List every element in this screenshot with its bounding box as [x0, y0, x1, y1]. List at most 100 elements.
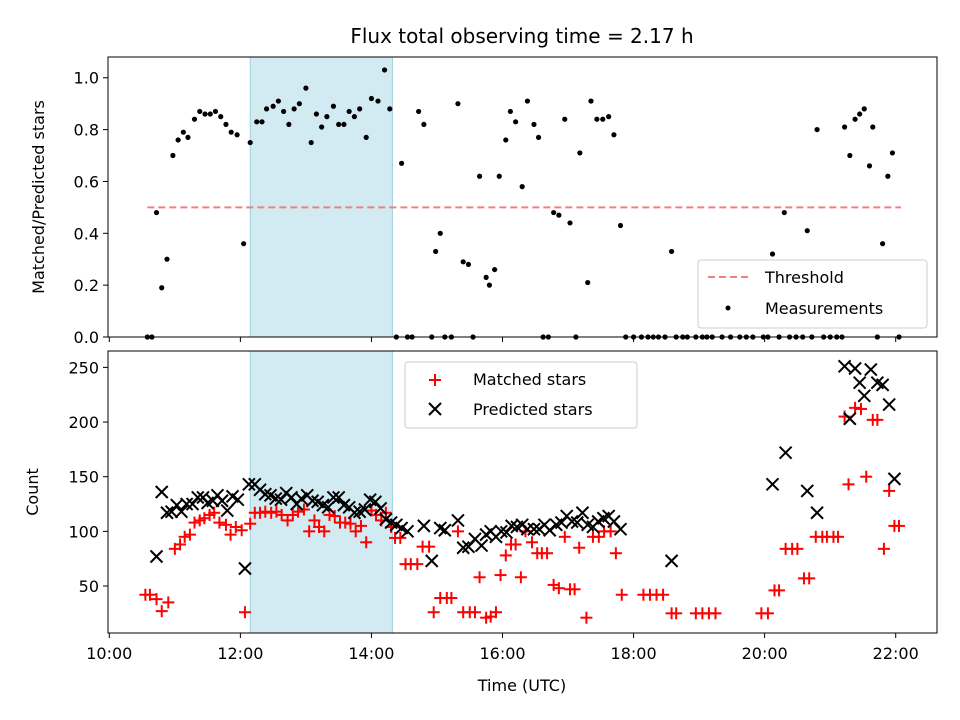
bottom-panel: 50 100 150 200 250 10:00 12:00 14:00 16:00 18:00… — [23, 350, 938, 663]
data-point — [460, 259, 466, 265]
data-point — [773, 584, 786, 597]
data-point — [709, 607, 722, 620]
data-point — [519, 184, 525, 190]
data-point — [562, 116, 568, 122]
data-point — [292, 505, 305, 518]
data-point — [494, 569, 507, 582]
data-point — [575, 506, 590, 520]
legend-measurements-label: Measurements — [765, 299, 883, 318]
series-predicted-stars — [149, 359, 902, 576]
data-point — [503, 137, 509, 143]
legend-predicted-label: Predicted stars — [473, 400, 593, 419]
data-point — [585, 279, 591, 286]
data-point — [761, 607, 774, 620]
data-point — [344, 517, 357, 530]
data-point — [208, 506, 221, 519]
data-point — [556, 212, 562, 218]
data-point — [885, 173, 891, 179]
data-point — [567, 220, 573, 226]
data-point — [668, 248, 675, 255]
data-point — [303, 525, 316, 538]
data-point — [235, 524, 248, 537]
data-point — [611, 132, 617, 138]
data-point — [363, 134, 369, 140]
data-point — [814, 126, 820, 133]
data-point — [244, 517, 257, 530]
data-point — [360, 536, 373, 549]
top-panel: 0.0 0.2 0.4 0.6 0.8 1.0 Matched/Predicted sta… — [29, 56, 938, 347]
series-matched-stars — [139, 401, 905, 624]
data-point — [883, 484, 896, 497]
data-point — [781, 209, 787, 216]
data-point — [162, 596, 175, 609]
data-point — [451, 513, 465, 528]
data-point — [496, 173, 502, 179]
data-point — [465, 261, 472, 268]
data-point — [857, 111, 863, 117]
data-point — [499, 549, 512, 562]
data-point — [143, 588, 156, 601]
data-point — [150, 593, 163, 606]
data-point — [474, 538, 489, 553]
data-point — [535, 134, 542, 140]
data-point — [423, 540, 436, 553]
data-point — [860, 470, 873, 483]
data-point — [207, 111, 213, 117]
data-point — [164, 256, 170, 262]
x-tick-label: 16:00 — [479, 644, 525, 663]
top-panel-ylabel: Matched/Predicted stars — [29, 100, 48, 294]
data-point — [541, 547, 554, 560]
data-point — [604, 525, 617, 538]
data-point — [238, 606, 251, 619]
data-point — [321, 500, 335, 515]
data-point — [174, 504, 189, 519]
data-point — [370, 508, 383, 521]
data-point — [339, 516, 352, 529]
data-point — [358, 502, 372, 517]
y-tick-label: 0.8 — [74, 121, 99, 140]
legend-box-bottom — [404, 361, 638, 429]
data-point — [877, 542, 890, 555]
data-point — [398, 160, 405, 166]
data-point — [411, 558, 424, 571]
data-point — [837, 359, 852, 374]
data-point — [880, 241, 886, 247]
data-point — [437, 230, 443, 236]
data-point — [887, 472, 902, 486]
data-point — [394, 531, 407, 544]
data-point — [387, 106, 393, 112]
data-point — [847, 152, 853, 159]
data-point — [848, 361, 862, 376]
data-point — [180, 129, 186, 135]
data-point — [234, 132, 240, 138]
data-point — [357, 106, 363, 112]
data-point — [509, 538, 522, 551]
data-point — [573, 541, 586, 554]
data-point — [305, 494, 320, 508]
data-point — [223, 121, 229, 128]
data-point — [328, 510, 341, 523]
legend-matched-swatch — [429, 374, 441, 386]
legend-predicted-swatch — [428, 402, 442, 416]
data-point — [254, 119, 260, 125]
data-point — [565, 514, 579, 529]
data-point — [507, 108, 513, 115]
data-point — [336, 121, 342, 128]
data-point — [810, 506, 824, 520]
data-point — [861, 106, 867, 112]
data-point — [254, 506, 267, 519]
data-point — [241, 241, 247, 247]
data-point — [381, 67, 388, 73]
data-point — [270, 103, 276, 109]
data-point — [330, 103, 337, 109]
top-panel-frame — [107, 56, 938, 338]
data-point — [882, 397, 896, 412]
data-point — [297, 503, 310, 516]
data-point — [570, 515, 584, 530]
shaded-interval — [249, 350, 393, 634]
data-point — [664, 554, 679, 568]
data-point — [400, 524, 415, 539]
data-point — [179, 497, 194, 511]
data-point — [242, 477, 256, 492]
bottom-panel-frame — [107, 350, 938, 634]
